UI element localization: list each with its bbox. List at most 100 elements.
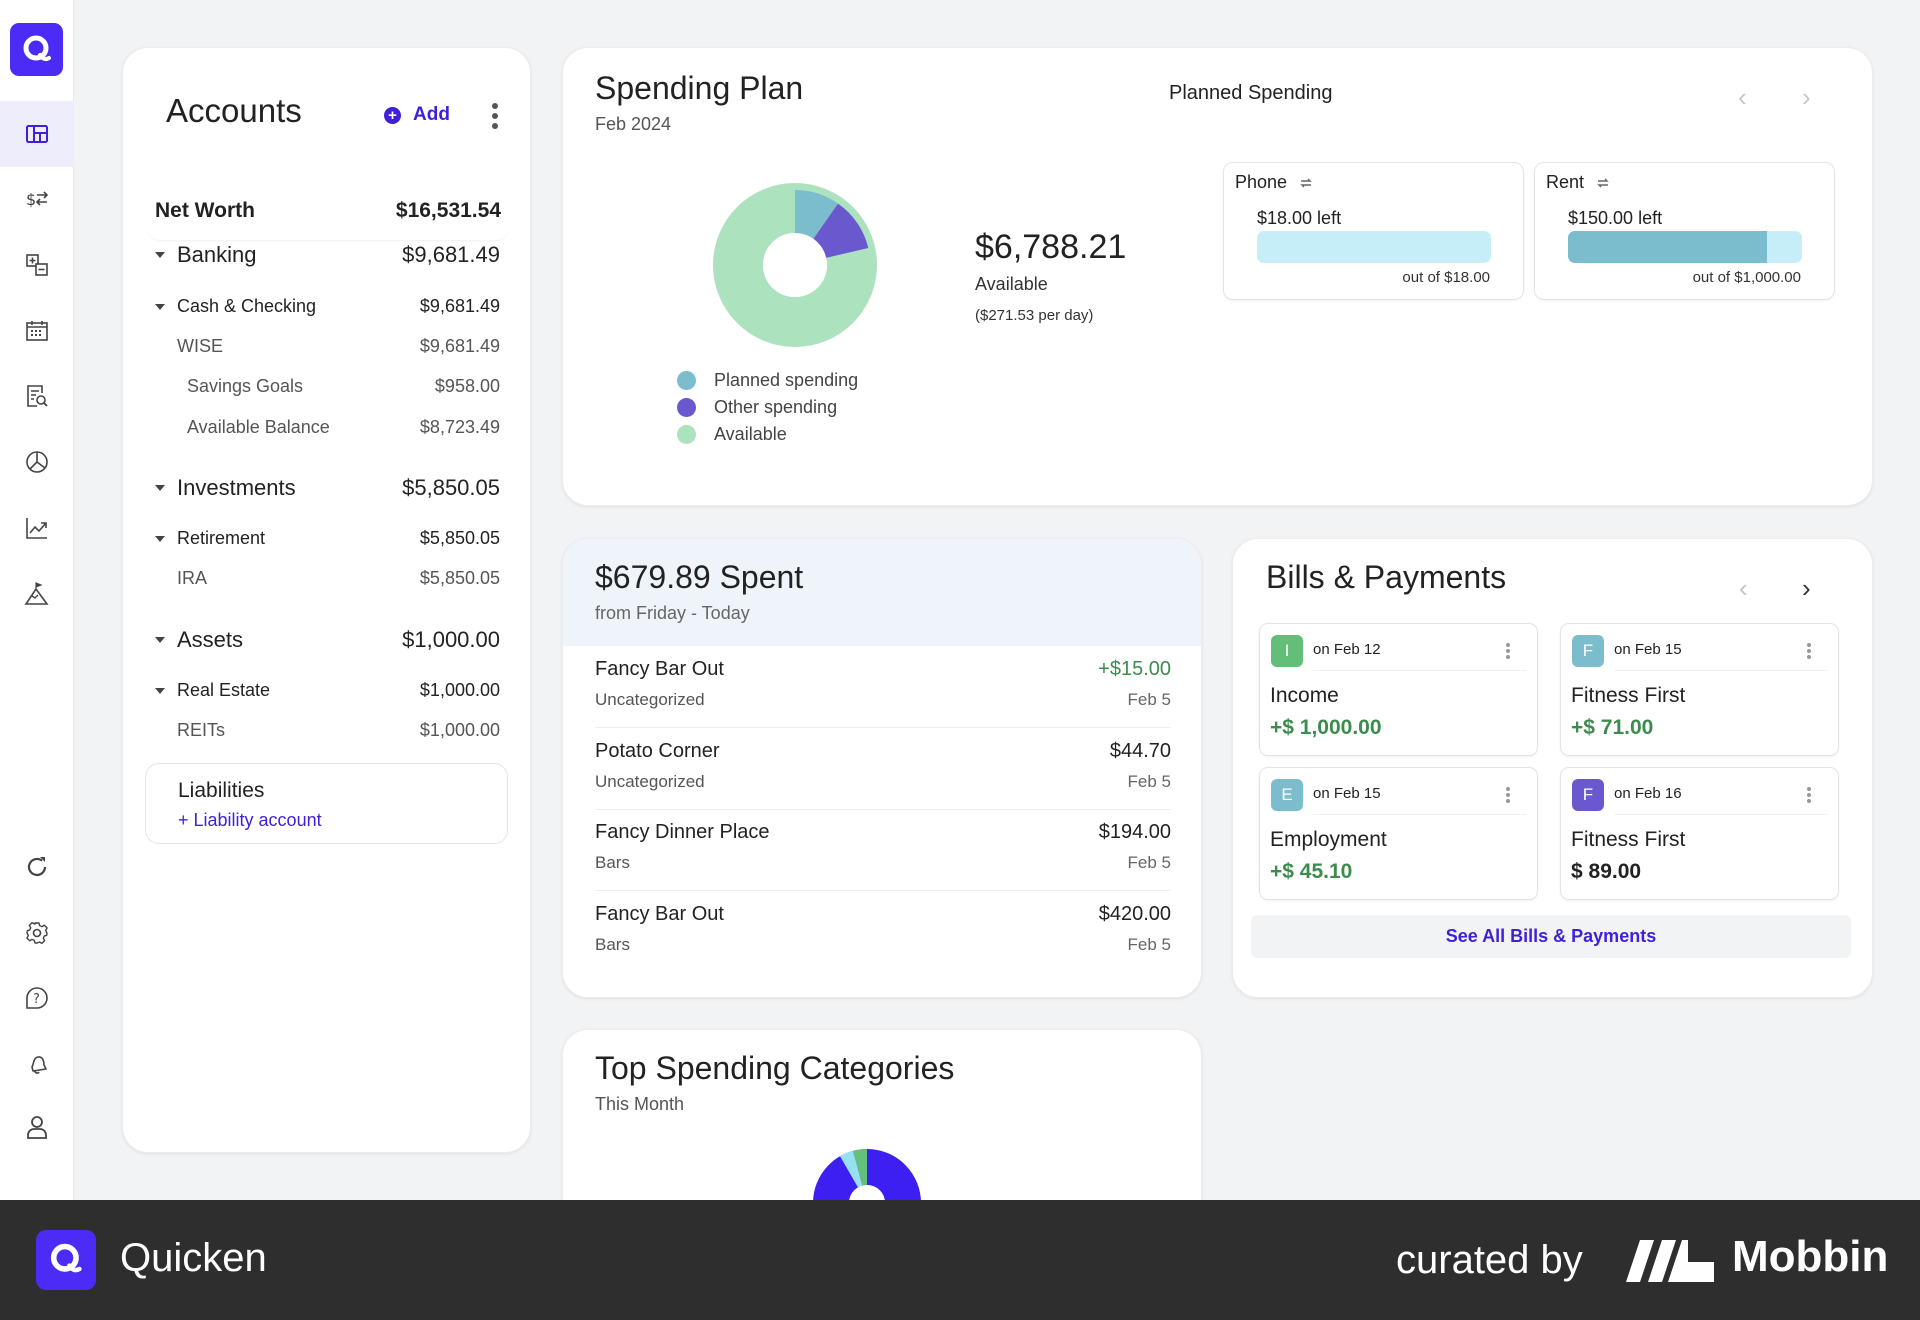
account-group-retirement[interactable]: Retirement $5,850.05 [155,528,500,549]
phone-progress-bar [1257,231,1491,263]
rent-out-of: out of $1,000.00 [1692,269,1801,286]
transactions-icon: $ [26,190,49,209]
accounts-more-menu[interactable] [490,103,500,129]
bill-more-menu[interactable] [1807,643,1811,659]
account-group-investments[interactable]: Investments $5,850.05 [155,475,500,501]
bill-more-menu[interactable] [1506,787,1510,803]
account-savings-goals[interactable]: Savings Goals $958.00 [187,376,500,396]
spending-plan-legend: Planned spending Other spending Availabl… [677,367,858,448]
add-label: Add [413,104,450,125]
caret-down-icon [155,637,165,643]
available-amount: $6,788.21 [975,228,1127,266]
bell-icon [31,1056,47,1074]
sidebar-item-goals[interactable] [0,561,74,627]
caret-down-icon [155,687,165,694]
account-reits[interactable]: REITs $1,000.00 [177,720,500,740]
bill-more-menu[interactable] [1807,787,1811,803]
gear-icon [26,921,48,945]
account-group-real-estate[interactable]: Real Estate $1,000.00 [155,680,500,701]
recurring-icon [1300,178,1312,187]
caret-down-icon [155,252,165,258]
footer-quicken-logo [36,1230,96,1290]
see-all-bills-button[interactable]: See All Bills & Payments [1251,915,1851,958]
quicken-logo[interactable] [10,23,63,76]
sidebar-item-settings[interactable] [0,900,74,966]
spending-plan-title: Spending Plan [595,70,804,106]
sidebar-item-spending[interactable] [0,429,74,495]
user-icon [27,1116,47,1139]
footer-brand: Quicken [120,1236,267,1280]
rent-progress-bar [1568,231,1802,263]
planned-item-phone[interactable]: Phone $18.00 left out of $18.00 [1223,162,1524,300]
help-icon: ? [26,987,48,1009]
account-group-banking[interactable]: Banking $9,681.49 [155,242,500,268]
spending-plan-card: Spending Plan Feb 2024 Planned spending … [562,47,1873,506]
caret-down-icon [155,485,165,491]
bill-card-employment[interactable]: E on Feb 15 Employment +$ 45.10 [1259,767,1538,900]
recent-spending-card: $679.89 Spent from Friday - Today Fancy … [562,538,1202,998]
net-worth-row[interactable]: Net Worth $16,531.54 [148,182,508,240]
bill-card-income[interactable]: I on Feb 12 Income +$ 1,000.00 [1259,623,1538,756]
account-wise[interactable]: WISE $9,681.49 [177,336,500,356]
accounts-card: Accounts + Add Net Worth $16,531.54 Bank… [122,47,531,1153]
plus-circle-icon: + [384,106,401,124]
spending-plan-donut-chart[interactable] [713,183,877,347]
bill-more-menu[interactable] [1506,643,1510,659]
caret-down-icon [155,303,165,310]
spent-subtitle: from Friday - Today [595,603,750,623]
mountain-flag-icon [24,582,49,605]
sidebar-item-profile[interactable] [0,1094,74,1160]
spending-plan-period: Feb 2024 [595,114,672,134]
spent-header: $679.89 Spent from Friday - Today [563,539,1201,646]
pie-chart-icon [26,451,48,473]
legend-other-spending: Other spending [677,394,858,421]
bill-avatar: F [1572,779,1604,811]
spent-title: $679.89 Spent [595,559,804,595]
account-group-assets[interactable]: Assets $1,000.00 [155,627,500,653]
top-spending-title: Top Spending Categories [595,1050,955,1086]
bill-card-fitness-first-2[interactable]: F on Feb 16 Fitness First $ 89.00 [1560,767,1839,900]
sidebar-item-help[interactable]: ? [0,965,74,1031]
transaction-row[interactable]: Fancy Bar Out Uncategorized +$15.00 Feb … [595,646,1171,728]
planned-prev-button[interactable]: ‹ [1738,82,1747,112]
sidebar-item-dashboard[interactable] [0,101,74,167]
footer-bar: Quicken curated by Mobbin [0,1200,1920,1320]
bills-next-button[interactable]: › [1802,573,1811,603]
bills-prev-button[interactable]: ‹ [1739,573,1748,603]
transaction-row[interactable]: Potato Corner Uncategorized $44.70 Feb 5 [595,728,1171,810]
add-account-button[interactable]: + Add [384,104,450,126]
sidebar-item-reports[interactable] [0,363,74,429]
quicken-q-icon [50,1243,82,1273]
liabilities-title: Liabilities [178,779,265,802]
top-spending-subtitle: This Month [595,1094,685,1114]
bill-card-fitness-first[interactable]: F on Feb 15 Fitness First +$ 71.00 [1560,623,1839,756]
svg-text:$: $ [26,190,36,209]
sidebar-item-transactions[interactable]: $ [0,166,74,232]
account-group-cash-checking[interactable]: Cash & Checking $9,681.49 [155,296,500,317]
account-available-balance[interactable]: Available Balance $8,723.49 [187,417,500,437]
refresh-icon [27,857,47,876]
plus-minus-icon [26,254,48,276]
bill-avatar: E [1271,779,1303,811]
sidebar-item-calendar[interactable] [0,298,74,364]
net-worth-value: $16,531.54 [395,199,501,222]
calendar-icon [26,321,48,341]
bill-avatar: I [1271,635,1303,667]
trend-chart-icon [26,518,47,539]
bills-payments-card: Bills & Payments ‹ › I on Feb 12 Income … [1232,538,1873,998]
transaction-row[interactable]: Fancy Dinner Place Bars $194.00 Feb 5 [595,809,1171,891]
dashboard-icon [26,125,48,143]
available-label: Available [975,274,1048,294]
sidebar-item-investments[interactable] [0,495,74,561]
sidebar-item-refresh[interactable] [0,834,74,900]
planned-next-button[interactable]: › [1802,82,1811,112]
accounts-title: Accounts [166,92,302,129]
account-ira[interactable]: IRA $5,850.05 [177,568,500,588]
rent-left: $150.00 left [1568,208,1663,228]
add-liability-link[interactable]: + Liability account [178,810,322,830]
sidebar-item-budget[interactable] [0,232,74,298]
sidebar-item-notifications[interactable] [0,1030,74,1096]
transaction-row[interactable]: Fancy Bar Out Bars $420.00 Feb 5 [595,903,1171,954]
bill-avatar: F [1572,635,1604,667]
planned-item-rent[interactable]: Rent $150.00 left out of $1,000.00 [1534,162,1835,300]
